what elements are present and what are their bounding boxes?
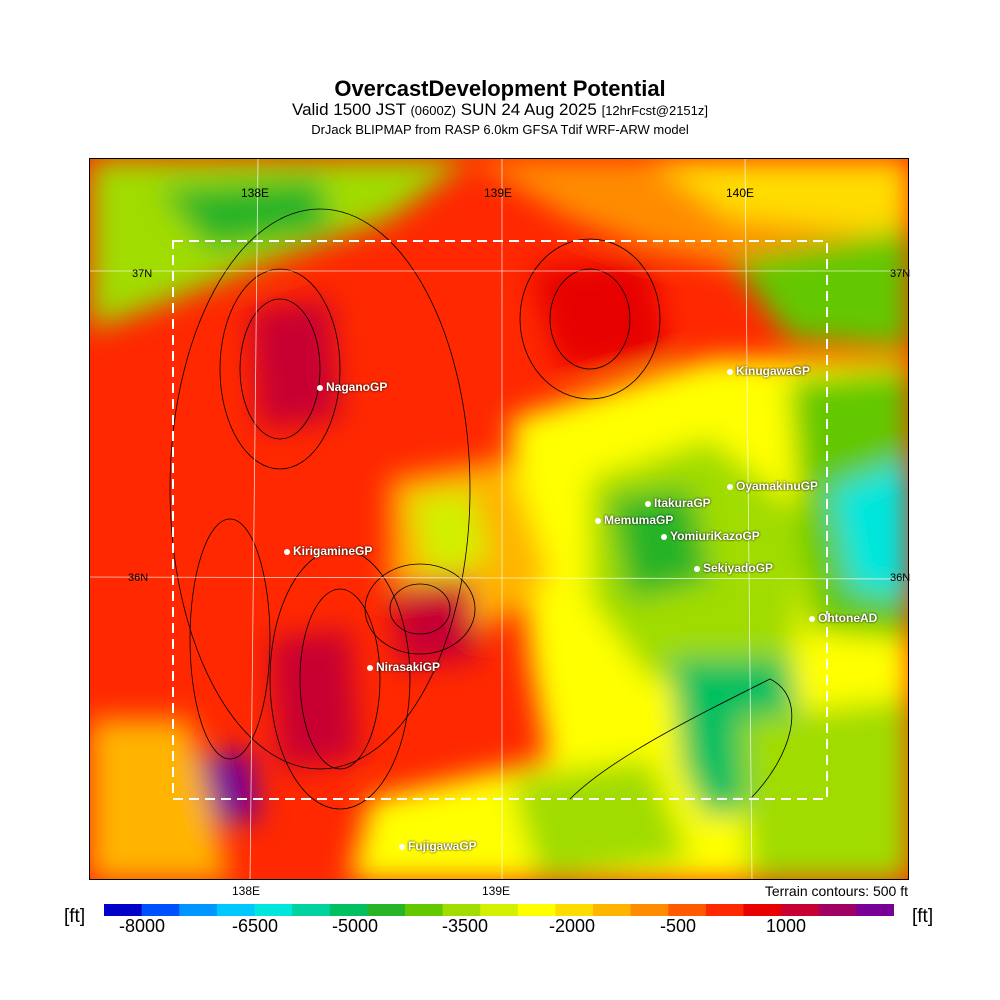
colorbar-tick: -6500	[231, 916, 279, 936]
colorbar-swatch	[743, 904, 782, 916]
colorbar-swatch	[517, 904, 556, 916]
colorbar-swatch	[555, 904, 594, 916]
place-marker[interactable]: NaganoGP	[317, 380, 387, 394]
lat-label-37-right: 37N	[890, 268, 911, 280]
colorbar-tick: -8000	[118, 916, 166, 936]
place-marker[interactable]: OyamakinuGP	[727, 479, 818, 493]
colorbar-swatch	[630, 904, 669, 916]
map-title: OvercastDevelopment Potential	[334, 76, 666, 101]
place-marker[interactable]: MemumaGP	[595, 513, 673, 527]
place-marker[interactable]: NirasakiGP	[367, 660, 440, 674]
lat-label-36-left: 36N	[128, 572, 149, 584]
colorbar-swatch	[781, 904, 820, 916]
valid-label: Valid 1500 JST	[292, 100, 406, 119]
place-marker[interactable]: YomiuriKazoGP	[661, 529, 760, 543]
utc-time: (0600Z)	[410, 103, 456, 118]
terrain-contours	[169, 208, 793, 810]
colorbar-swatch	[480, 904, 519, 916]
unit-right: [ft]	[912, 906, 934, 927]
inner-domain-box	[172, 240, 828, 800]
colorbar-tick: -3500	[441, 916, 489, 936]
map-canvas	[90, 159, 908, 879]
colorbar-swatch	[442, 904, 481, 916]
place-marker[interactable]: KirigamineGP	[284, 544, 372, 558]
lat-label-37-left: 37N	[132, 268, 153, 280]
place-marker[interactable]: OhtoneAD	[809, 611, 877, 625]
place-marker[interactable]: SekiyadoGP	[694, 561, 773, 575]
lat-label-36-right: 36N	[890, 572, 911, 584]
colorbar-swatch	[856, 904, 894, 916]
colorbar-swatch	[141, 904, 180, 916]
colorbar-tick: -5000	[331, 916, 379, 936]
colorbar-swatch	[404, 904, 444, 916]
colorbar-swatch	[292, 904, 331, 916]
valid-time: Valid 1500 JST (0600Z) SUN 24 Aug 2025 […	[0, 100, 1000, 120]
bottom-lon-138: 138E	[232, 884, 261, 898]
valid-date: SUN 24 Aug 2025	[460, 100, 597, 119]
colorbar-swatch	[668, 904, 707, 916]
colorbar-swatch	[705, 904, 745, 916]
forecast-run: [12hrFcst@2151z]	[601, 103, 708, 118]
colorbar-tick: -2000	[548, 916, 596, 936]
lat-lon-grid	[90, 159, 908, 879]
colorbar-swatch	[216, 904, 255, 916]
unit-left: [ft]	[64, 906, 86, 927]
colorbar-swatch	[329, 904, 368, 916]
model-source: DrJack BLIPMAP from RASP 6.0km GFSA Tdif…	[311, 122, 689, 137]
colorbar-swatch	[367, 904, 406, 916]
colorbar-swatch	[254, 904, 293, 916]
colorbar-swatch	[104, 904, 143, 916]
colorbar-swatch	[818, 904, 857, 916]
terrain-note: Terrain contours: 500 ft	[764, 883, 908, 899]
colorbar-swatch	[179, 904, 218, 916]
bottom-lon-139: 139E	[482, 884, 511, 898]
colorbar	[104, 904, 894, 916]
colorbar-swatch	[593, 904, 632, 916]
colorbar-tick: 1000	[765, 916, 807, 936]
place-marker[interactable]: FujigawaGP	[399, 839, 477, 853]
colorbar-tick: -500	[659, 916, 697, 936]
lon-label-140: 140E	[726, 186, 755, 200]
lon-label-139: 139E	[484, 186, 513, 200]
forecast-map[interactable]	[89, 158, 909, 880]
lon-label-138: 138E	[241, 186, 270, 200]
place-marker[interactable]: KinugawaGP	[727, 364, 810, 378]
place-marker[interactable]: ItakuraGP	[645, 496, 711, 510]
